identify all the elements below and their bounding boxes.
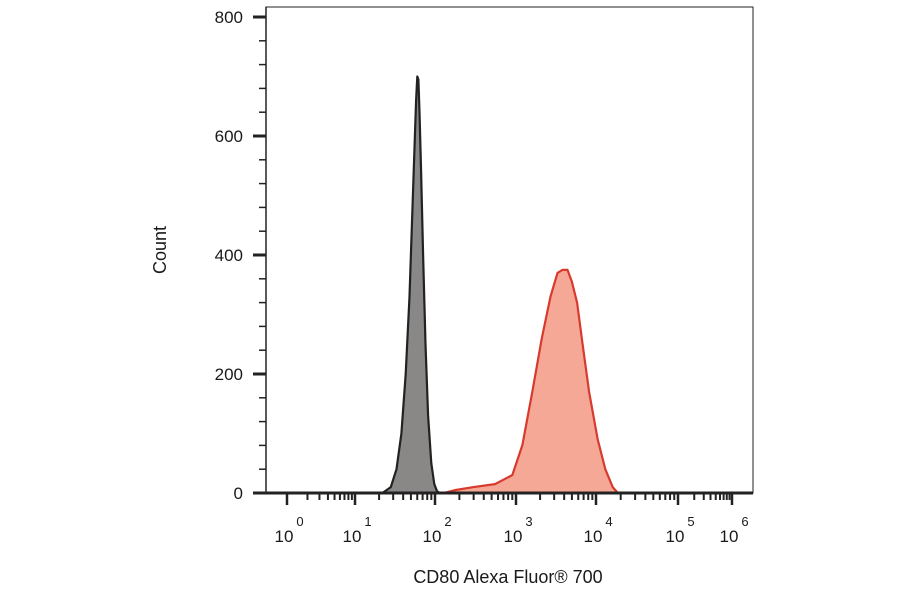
x-tick-base: 10 (504, 527, 523, 546)
y-axis-title: Count (150, 226, 170, 274)
x-tick-exponent: 6 (741, 514, 748, 529)
histogram-series-1 (443, 268, 619, 495)
y-tick-label: 0 (234, 484, 243, 503)
x-tick-base: 10 (343, 527, 362, 546)
x-tick-exponent: 5 (687, 514, 694, 529)
x-tick-base: 10 (720, 527, 739, 546)
x-tick-exponent: 0 (296, 514, 303, 529)
x-tick-base: 10 (275, 527, 294, 546)
histogram-series-0 (381, 75, 441, 495)
x-tick-base: 10 (584, 527, 603, 546)
x-tick-exponent: 3 (525, 514, 532, 529)
x-tick-exponent: 1 (364, 514, 371, 529)
y-tick-label: 600 (215, 127, 243, 146)
plot-frame (265, 6, 754, 494)
x-tick-exponent: 4 (605, 514, 612, 529)
x-axis-title: CD80 Alexa Fluor® 700 (413, 567, 602, 587)
y-tick-label: 800 (215, 8, 243, 27)
y-tick-label: 400 (215, 246, 243, 265)
y-tick-label: 200 (215, 365, 243, 384)
x-tick-base: 10 (423, 527, 442, 546)
x-tick-base: 10 (666, 527, 685, 546)
x-tick-exponent: 2 (444, 514, 451, 529)
